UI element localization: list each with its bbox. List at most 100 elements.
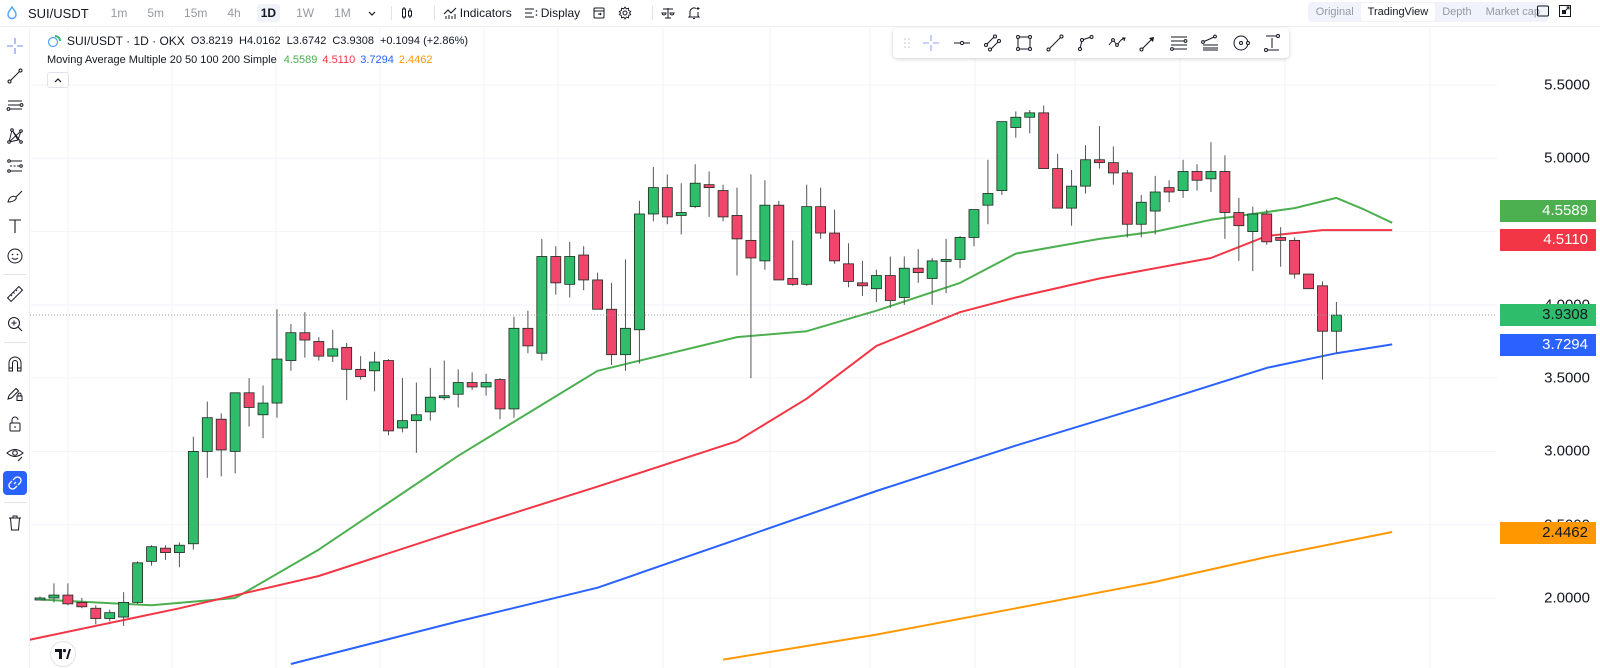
candle[interactable] <box>466 372 478 390</box>
candle[interactable] <box>438 360 450 401</box>
candle[interactable] <box>675 183 687 235</box>
candle[interactable] <box>1233 197 1245 261</box>
candle[interactable] <box>1052 153 1064 209</box>
tool-zigzag[interactable] <box>1101 30 1132 56</box>
view-market-cap[interactable]: Market cap <box>1485 6 1540 18</box>
candle[interactable] <box>313 337 325 361</box>
sidebar-crosshair[interactable] <box>3 34 27 58</box>
sidebar-emoji[interactable] <box>3 244 27 268</box>
candle[interactable] <box>1303 273 1314 290</box>
candle[interactable] <box>508 316 520 418</box>
candle[interactable] <box>201 401 213 478</box>
candle[interactable] <box>494 378 506 420</box>
price-scale[interactable]: 5.50005.00004.00003.50003.00002.50002.00… <box>1497 28 1600 668</box>
ma-line[interactable] <box>722 531 1393 661</box>
candle[interactable] <box>857 260 868 297</box>
candle[interactable] <box>397 378 408 433</box>
view-depth[interactable]: Depth <box>1442 6 1472 18</box>
tool-circle[interactable] <box>1225 30 1256 56</box>
sidebar-ruler[interactable] <box>3 282 27 306</box>
tradingview-logo[interactable] <box>50 641 76 667</box>
candle[interactable] <box>1080 145 1091 194</box>
symbol-name[interactable]: SUI/USDT <box>28 5 89 21</box>
candle[interactable] <box>132 561 143 604</box>
candle[interactable] <box>787 240 799 286</box>
toolbar-drag-handle[interactable] <box>899 30 915 56</box>
candle[interactable] <box>76 597 88 609</box>
view-tradingview[interactable]: TradingView <box>1360 3 1436 21</box>
candle[interactable] <box>118 592 130 626</box>
candle[interactable] <box>341 342 353 401</box>
candle[interactable] <box>578 246 590 291</box>
candle[interactable] <box>661 174 673 225</box>
candle[interactable] <box>968 209 980 247</box>
candle[interactable] <box>271 309 283 418</box>
candle[interactable] <box>104 609 116 622</box>
candle[interactable] <box>898 256 910 305</box>
candle[interactable] <box>564 241 576 298</box>
timeframe-15m[interactable]: 15m <box>184 6 208 20</box>
candle[interactable] <box>1094 126 1105 169</box>
candle[interactable] <box>550 246 562 295</box>
ma-line[interactable] <box>30 229 1393 641</box>
candle[interactable] <box>383 359 394 436</box>
candle[interactable] <box>592 272 603 310</box>
sidebar-lock-drawings[interactable] <box>3 382 27 406</box>
candle[interactable] <box>1149 175 1161 235</box>
candle[interactable] <box>1219 155 1231 239</box>
popout-icon[interactable] <box>1558 4 1572 18</box>
timeframe-1w[interactable]: 1W <box>296 6 315 20</box>
candle[interactable] <box>1247 206 1259 272</box>
sidebar-fib[interactable] <box>3 154 27 178</box>
sidebar-lock[interactable] <box>3 412 27 436</box>
candle[interactable] <box>187 436 199 550</box>
snapshot-button[interactable] <box>592 6 606 20</box>
candle[interactable] <box>285 323 297 371</box>
candle[interactable] <box>536 238 548 361</box>
chart-type-button[interactable] <box>400 6 414 20</box>
sidebar-horizontal-lines[interactable] <box>3 94 27 118</box>
candle[interactable] <box>884 256 896 308</box>
tool-parallel-channel[interactable] <box>977 30 1008 56</box>
sidebar-visibility[interactable] <box>3 442 27 466</box>
maximize-icon[interactable] <box>1536 4 1550 18</box>
candle[interactable] <box>327 329 339 363</box>
candle[interactable] <box>299 312 311 358</box>
candle[interactable] <box>424 367 436 421</box>
candle[interactable] <box>1317 281 1328 380</box>
candle[interactable] <box>689 164 701 209</box>
candle[interactable] <box>829 209 840 264</box>
candle[interactable] <box>1205 142 1217 192</box>
tool-arrow[interactable] <box>1132 30 1163 56</box>
candle[interactable] <box>160 545 171 560</box>
sidebar-brush[interactable] <box>3 184 27 208</box>
candle[interactable] <box>410 382 422 453</box>
indicators-button[interactable]: Indicators <box>443 6 512 20</box>
candle[interactable] <box>1066 170 1077 226</box>
candle[interactable] <box>940 238 952 294</box>
tool-fib-retracement[interactable] <box>1163 30 1194 56</box>
tool-polyline[interactable] <box>1070 30 1101 56</box>
candle[interactable] <box>1191 164 1203 191</box>
display-button[interactable]: Display <box>524 6 580 20</box>
alert-button[interactable] <box>687 6 701 20</box>
candle[interactable] <box>1010 111 1022 138</box>
legend-collapse-button[interactable] <box>47 72 69 88</box>
candle[interactable] <box>480 373 492 396</box>
candle[interactable] <box>1289 237 1300 279</box>
candle[interactable] <box>1121 170 1133 238</box>
candle[interactable] <box>815 187 827 239</box>
candle[interactable] <box>1275 227 1287 267</box>
ma-line[interactable] <box>290 343 1393 665</box>
candle[interactable] <box>634 200 645 364</box>
candle[interactable] <box>243 378 255 427</box>
candle[interactable] <box>1163 180 1175 203</box>
sidebar-text[interactable] <box>3 214 27 238</box>
ma-line[interactable] <box>39 196 1393 607</box>
candle[interactable] <box>703 171 715 217</box>
candle[interactable] <box>620 259 631 371</box>
candle[interactable] <box>355 356 367 380</box>
sidebar-pattern[interactable] <box>3 124 27 148</box>
candle[interactable] <box>452 369 464 408</box>
candle[interactable] <box>843 243 854 288</box>
